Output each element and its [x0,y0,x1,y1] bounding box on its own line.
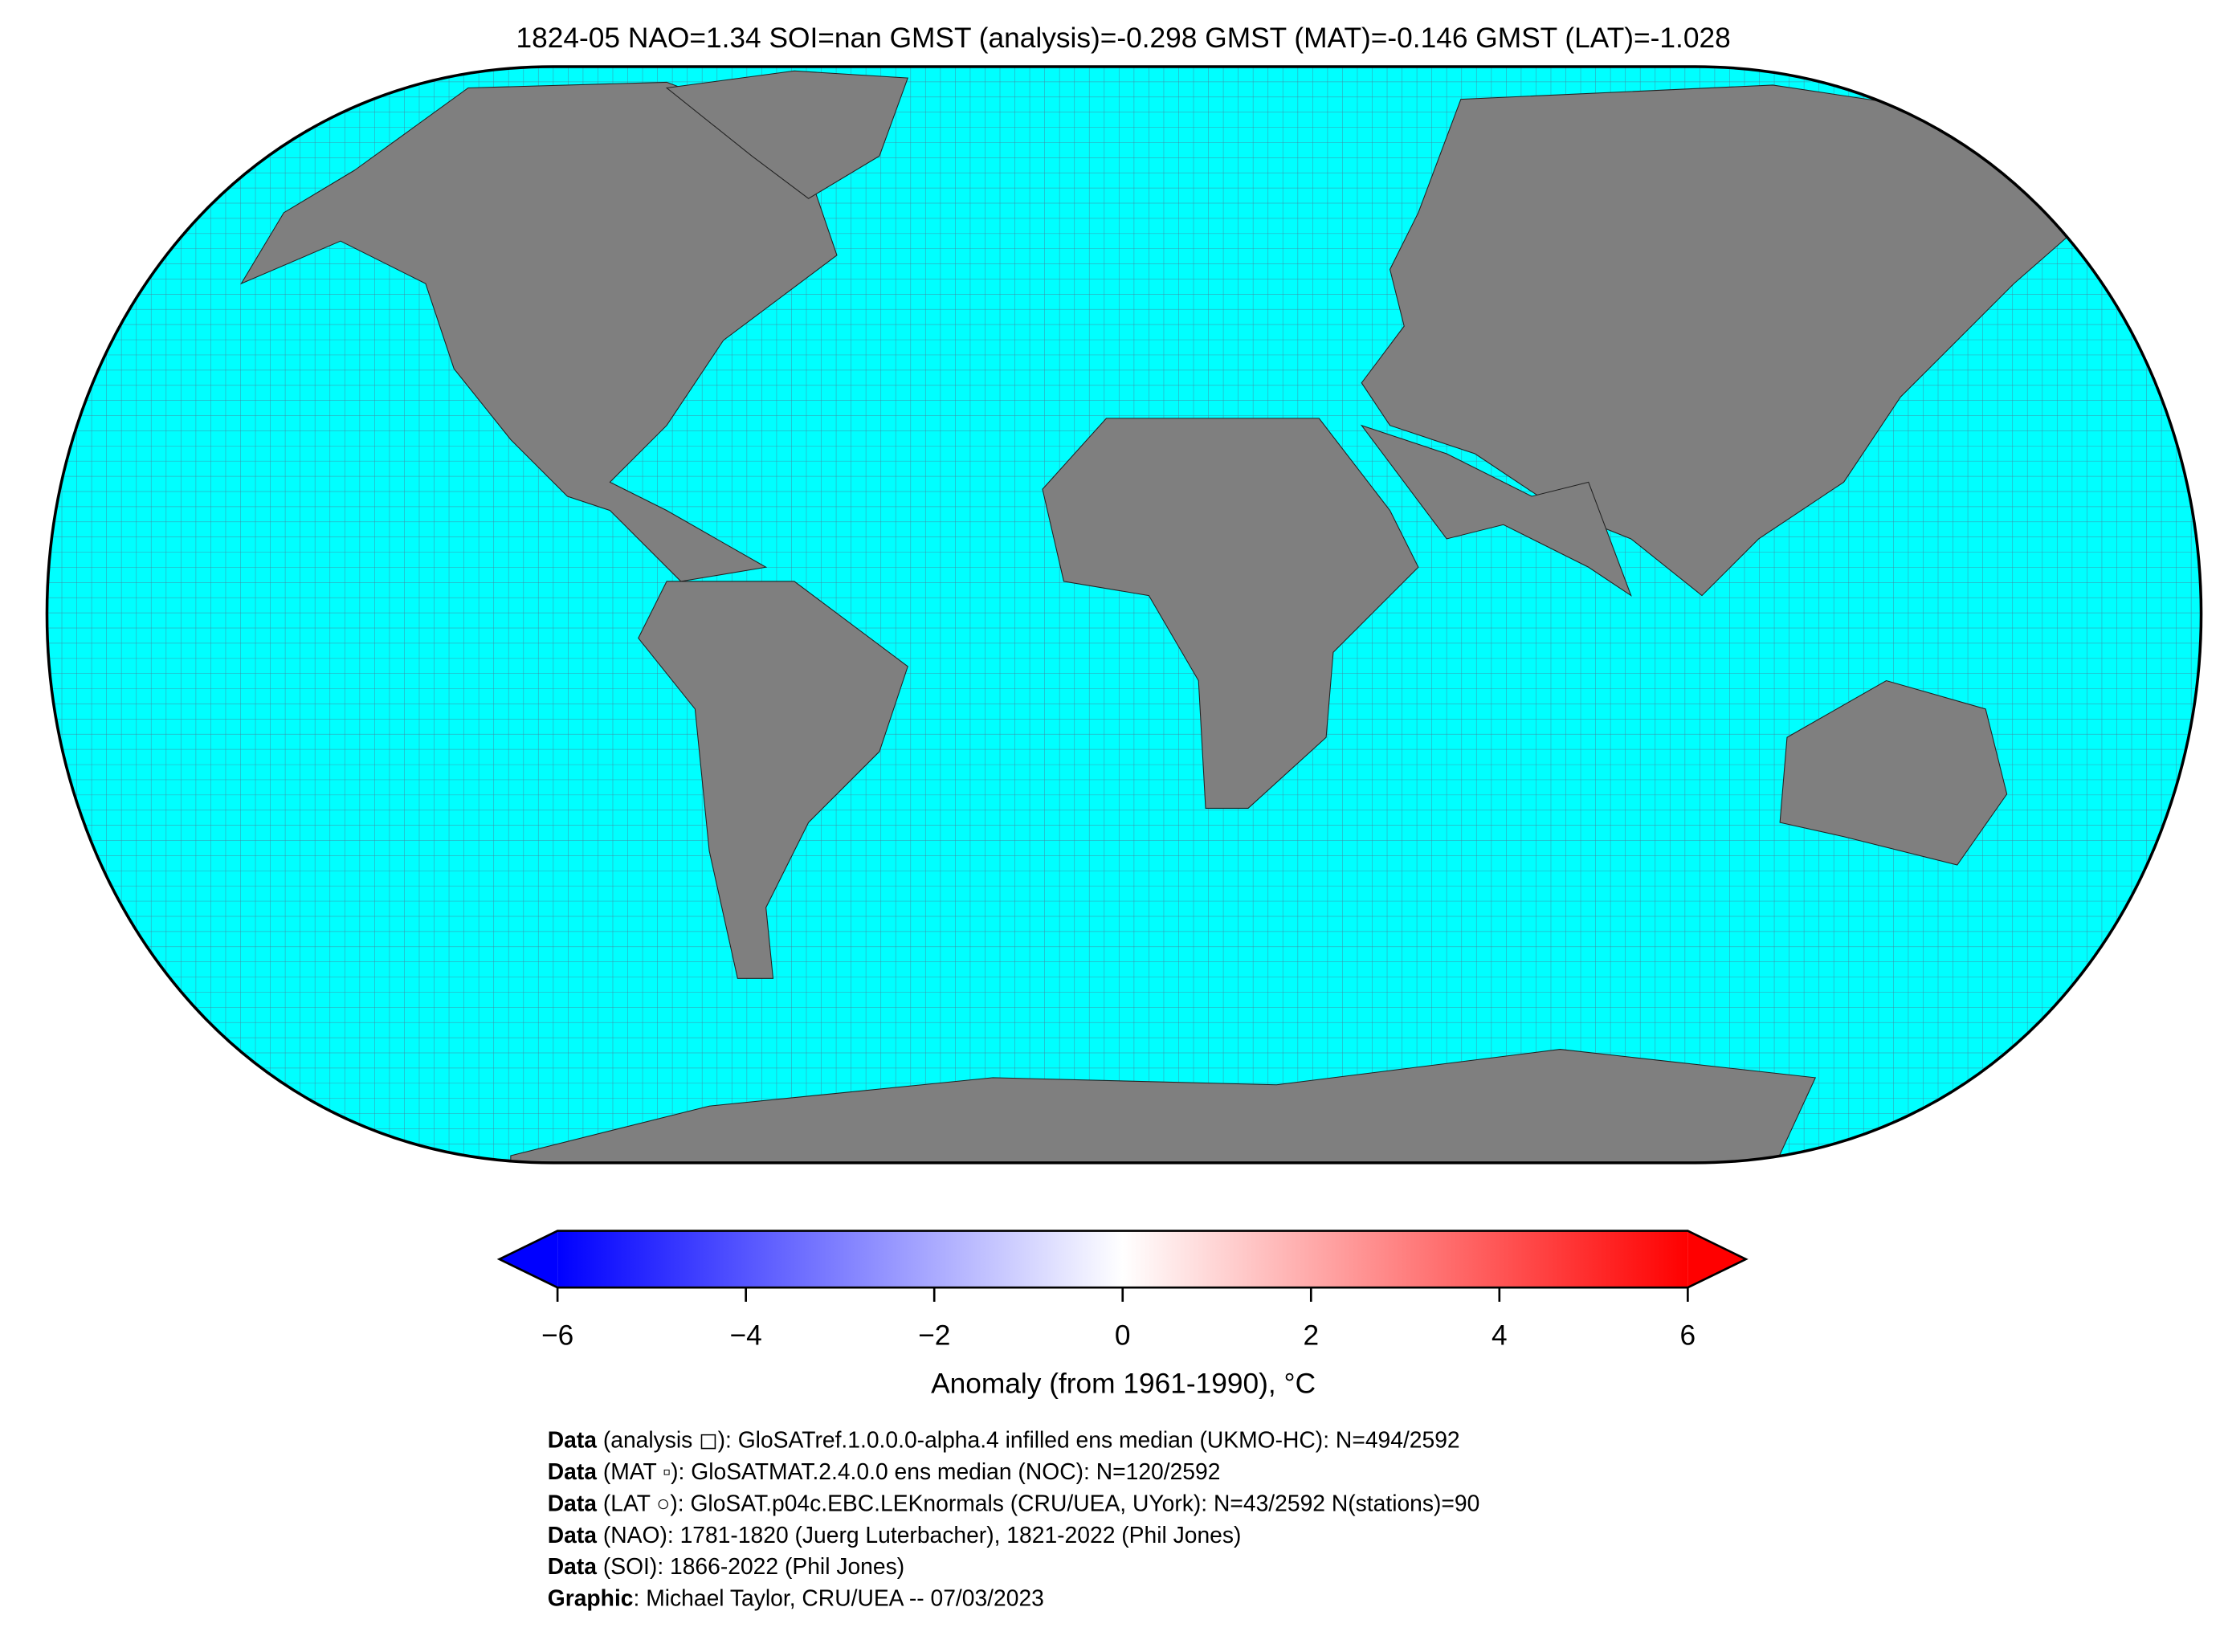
credit-text: (SOI): 1866-2022 (Phil Jones) [597,1554,904,1580]
credit-text: (MAT ▫): GloSATMAT.2.4.0.0 ens median (N… [597,1459,1220,1485]
colorbar-tick-label: −4 [730,1320,762,1351]
credit-label: Data [548,1554,598,1580]
credit-text: (LAT ○): GloSAT.p04c.EBC.LEKnormals (CRU… [597,1491,1479,1516]
colorbar [496,1230,1749,1289]
australia [1779,679,2008,866]
colorbar-tick-label: 0 [1115,1320,1131,1351]
africa [1042,418,1419,809]
credit-label: Data [548,1522,598,1548]
map-title: 1824-05 NAO=1.34 SOI=nan GMST (analysis)… [516,22,1731,54]
colorbar-extend-high [1687,1230,1746,1288]
credit-label: Data [548,1491,598,1516]
credit-label: Data [548,1427,598,1453]
colorbar-tick-label: −6 [541,1320,573,1351]
land [240,70,2128,1163]
credits: Data (analysis ◻): GloSATref.1.0.0.0-alp… [548,1427,1480,1611]
credit-line: Graphic: Michael Taylor, CRU/UEA -- 07/0… [548,1585,1044,1611]
credit-label: Data [548,1459,598,1485]
credit-text: (analysis ◻): GloSATref.1.0.0.0-alpha.4 … [597,1427,1460,1453]
credit-line: Data (LAT ○): GloSAT.p04c.EBC.LEKnormals… [548,1491,1480,1516]
map-border [45,65,2203,1165]
map [47,66,2202,1163]
antarctica [510,1049,1817,1163]
credit-line: Data (MAT ▫): GloSATMAT.2.4.0.0 ens medi… [548,1459,1221,1485]
south-asia [1360,424,1632,597]
south-america [638,581,908,979]
credit-label: Graphic [548,1585,634,1611]
credit-text: (NAO): 1781-1820 (Juerg Luterbacher), 18… [597,1522,1241,1548]
colorbar-tick-label: 2 [1303,1320,1319,1351]
credit-line: Data (NAO): 1781-1820 (Juerg Luterbacher… [548,1522,1242,1548]
colorbar-gradient [557,1230,1688,1288]
greenland [665,70,908,199]
colorbar-tick-label: 6 [1680,1320,1696,1351]
colorbar-label: Anomaly (from 1961-1990), °C [931,1368,1316,1399]
credit-text: : Michael Taylor, CRU/UEA -- 07/03/2023 [634,1585,1044,1611]
colorbar-extend-low [499,1230,558,1288]
credit-line: Data (SOI): 1866-2022 (Phil Jones) [548,1554,904,1580]
colorbar-tick-label: 4 [1492,1320,1508,1351]
credit-line: Data (analysis ◻): GloSATref.1.0.0.0-alp… [548,1427,1460,1453]
colorbar-tick-label: −2 [918,1320,950,1351]
